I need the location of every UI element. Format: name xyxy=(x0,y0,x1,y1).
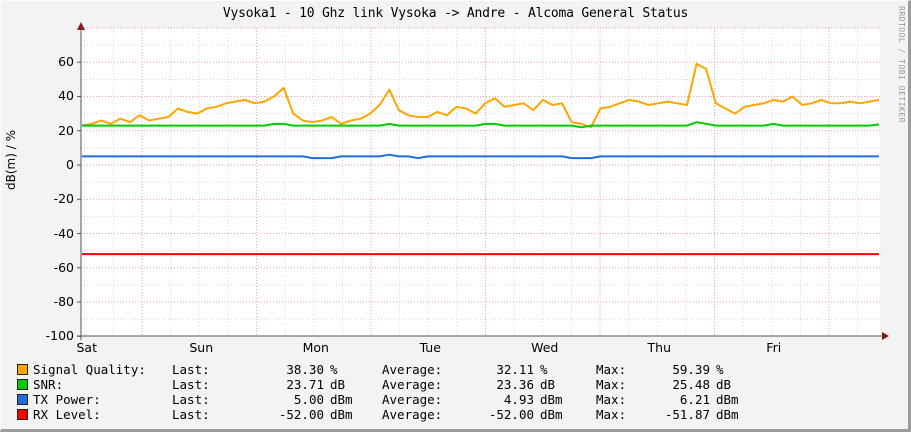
legend-max-label: Max: xyxy=(596,407,627,422)
legend-swatch-snr xyxy=(17,379,28,390)
legend-swatch-rx-level xyxy=(17,409,28,420)
legend-swatch-signal-quality xyxy=(17,364,28,375)
legend-average-value: 23.36 xyxy=(496,377,534,392)
rrdtool-watermark: RRDTOOL / TOBI OETIKER xyxy=(897,6,906,123)
legend-row-rx-level: RX Level: Last: -52.00 dBm Average: -52.… xyxy=(17,407,756,422)
legend-average-label: Average: xyxy=(382,407,443,422)
legend-average-value: 32.11 xyxy=(496,362,534,377)
legend-average-label: Average: xyxy=(382,392,443,407)
legend-name: SNR: xyxy=(33,377,64,392)
legend-max-value: 59.39 xyxy=(672,362,710,377)
legend-last-value: 23.71 xyxy=(286,377,324,392)
snr-line xyxy=(82,121,880,129)
legend-last-unit: % xyxy=(330,362,338,377)
legend-average-value: -52.00 xyxy=(488,407,534,422)
legend-max-value: -51.87 xyxy=(664,407,710,422)
chart-title: Vysoka1 - 10 Ghz link Vysoka -> Andre - … xyxy=(222,6,689,21)
y-tick-label: -40 xyxy=(53,225,74,241)
legend-last-unit: dB xyxy=(330,377,346,392)
legend-row-tx-power: TX Power: Last: 5.00 dBm Average: 4.93 d… xyxy=(17,392,756,407)
legend-average-unit: dBm xyxy=(540,407,563,422)
legend-average-label: Average: xyxy=(382,362,443,377)
legend-average-unit: dB xyxy=(540,377,556,392)
legend-last-unit: dBm xyxy=(330,407,353,422)
axes xyxy=(77,22,889,340)
legend-max-label: Max: xyxy=(596,377,627,392)
legend-last-value: -52.00 xyxy=(278,407,324,422)
x-tick-label: Fri xyxy=(766,340,782,355)
legend-last-label: Last: xyxy=(172,362,210,377)
legend-last-label: Last: xyxy=(172,407,210,422)
y-tick-label: -80 xyxy=(53,294,74,310)
legend-average-unit: % xyxy=(540,362,548,377)
y-tick-label: -100 xyxy=(45,328,74,344)
x-tick-label: Mon xyxy=(302,340,329,355)
y-axis-arrow-icon xyxy=(77,22,85,30)
gridlines xyxy=(81,27,880,336)
y-tick-label: -20 xyxy=(53,191,74,207)
legend-average-label: Average: xyxy=(382,377,443,392)
legend-last-unit: dBm xyxy=(330,392,353,407)
legend-max-unit: % xyxy=(716,362,724,377)
legend-name: RX Level: xyxy=(33,407,101,422)
y-tick-label: 20 xyxy=(58,122,74,138)
data-lines xyxy=(81,62,880,256)
legend-swatch-tx-power xyxy=(17,394,28,405)
legend-name: Signal Quality: xyxy=(33,362,146,377)
x-axis-arrow-icon xyxy=(882,332,889,340)
legend-name: TX Power: xyxy=(33,392,101,407)
legend-average-unit: dBm xyxy=(540,392,563,407)
legend-average-value: 4.93 xyxy=(503,392,534,407)
x-tick-label: Sun xyxy=(189,340,214,355)
legend-last-value: 5.00 xyxy=(293,392,324,407)
legend-row-signal-quality: Signal Quality: Last: 38.30 % Average: 3… xyxy=(17,362,756,377)
y-tick-label: -60 xyxy=(53,259,74,275)
legend-max-unit: dB xyxy=(716,377,732,392)
legend-max-value: 6.21 xyxy=(679,392,710,407)
legend-max-label: Max: xyxy=(596,392,627,407)
x-tick-label: Wed xyxy=(531,340,559,355)
legend-row-snr: SNR: Last: 23.71 dB Average: 23.36 dB Ma… xyxy=(17,377,756,392)
legend-last-label: Last: xyxy=(172,377,210,392)
legend-max-label: Max: xyxy=(596,362,627,377)
legend-max-unit: dBm xyxy=(716,392,739,407)
legend-max-value: 25.48 xyxy=(672,377,710,392)
x-tick-label: Sat xyxy=(76,340,98,355)
y-tick-label: 0 xyxy=(66,157,74,172)
y-tick-label: 60 xyxy=(58,54,74,70)
signal-quality-line xyxy=(81,62,880,129)
x-tick-label: Tue xyxy=(419,340,441,355)
y-tick-label: 40 xyxy=(58,88,74,104)
legend: Signal Quality: Last: 38.30 % Average: 3… xyxy=(17,362,756,422)
tx-power-line xyxy=(82,153,879,160)
legend-max-unit: dBm xyxy=(716,407,739,422)
legend-last-value: 38.30 xyxy=(286,362,324,377)
legend-last-label: Last: xyxy=(172,392,210,407)
x-tick-label: Thu xyxy=(647,340,671,355)
